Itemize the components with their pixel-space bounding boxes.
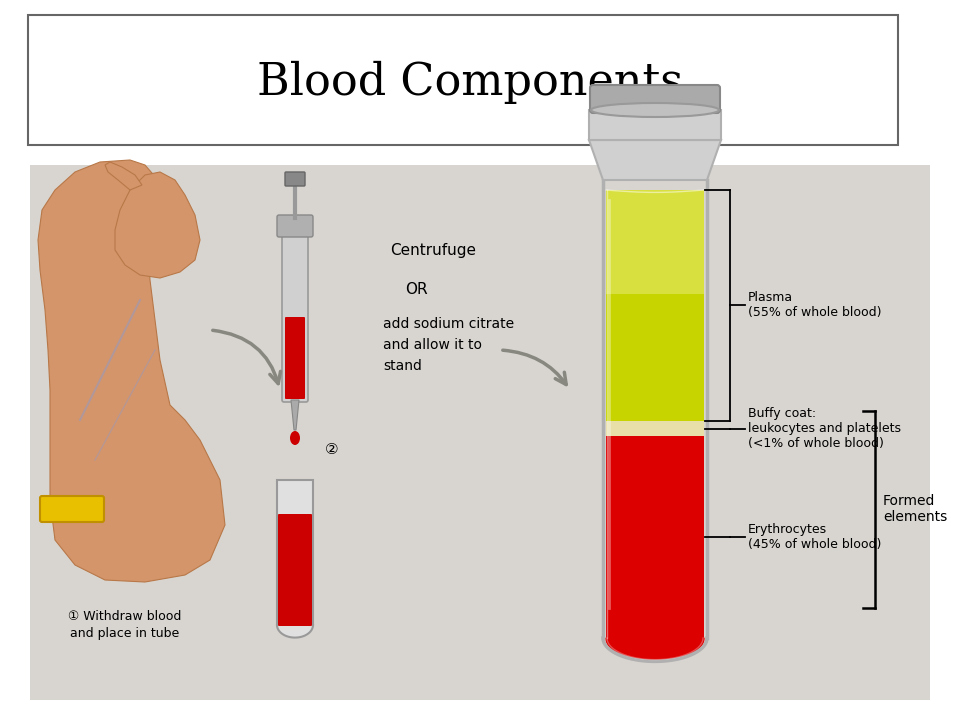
Bar: [606, 436, 704, 638]
Bar: [606, 420, 704, 436]
Text: ②: ②: [325, 443, 339, 457]
Bar: [30, 165, 930, 700]
Bar: [28, 15, 898, 145]
FancyBboxPatch shape: [590, 85, 720, 113]
Bar: [606, 294, 704, 420]
Text: Formed
elements: Formed elements: [883, 494, 948, 524]
Ellipse shape: [591, 103, 719, 117]
PathPatch shape: [38, 160, 225, 582]
FancyBboxPatch shape: [277, 215, 313, 237]
FancyBboxPatch shape: [40, 496, 104, 522]
Polygon shape: [589, 140, 721, 180]
FancyBboxPatch shape: [278, 514, 312, 626]
Ellipse shape: [290, 431, 300, 445]
Bar: [606, 190, 704, 294]
Text: OR: OR: [405, 282, 427, 297]
PathPatch shape: [115, 172, 200, 278]
Polygon shape: [291, 400, 299, 430]
Polygon shape: [606, 638, 704, 662]
Text: Buffy coat:
leukocytes and platelets
(<1% of whole blood): Buffy coat: leukocytes and platelets (<1…: [748, 407, 901, 450]
Bar: [589, 110, 721, 140]
Polygon shape: [277, 625, 313, 638]
FancyBboxPatch shape: [285, 172, 305, 186]
PathPatch shape: [105, 162, 142, 190]
Text: ① Withdraw blood
and place in tube: ① Withdraw blood and place in tube: [68, 610, 181, 640]
Bar: [0, 0, 960, 155]
Text: Plasma
(55% of whole blood): Plasma (55% of whole blood): [748, 292, 881, 320]
Text: Centrufuge: Centrufuge: [390, 243, 476, 258]
FancyBboxPatch shape: [277, 480, 313, 625]
Text: add sodium citrate
and allow it to
stand: add sodium citrate and allow it to stand: [383, 318, 515, 373]
FancyBboxPatch shape: [282, 228, 308, 402]
Text: Blood Components: Blood Components: [257, 60, 684, 104]
Text: Erythrocytes
(45% of whole blood): Erythrocytes (45% of whole blood): [748, 523, 881, 552]
FancyBboxPatch shape: [285, 317, 305, 399]
